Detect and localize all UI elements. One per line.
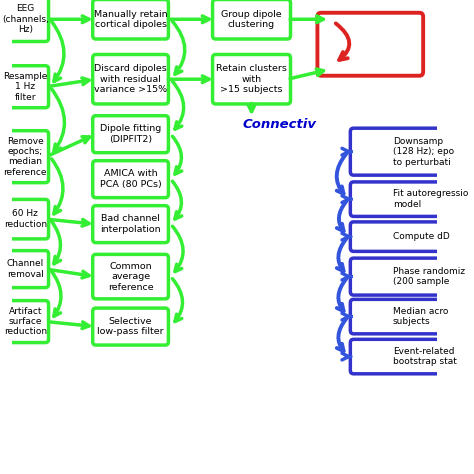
Text: Event-related
bootstrap stat: Event-related bootstrap stat — [392, 347, 456, 366]
FancyBboxPatch shape — [212, 55, 291, 104]
Text: 60 Hz
reduction: 60 Hz reduction — [4, 210, 47, 229]
Text: Phase randomiz
(200 sample: Phase randomiz (200 sample — [392, 267, 465, 286]
Text: Artifact
surface
reduction: Artifact surface reduction — [4, 307, 47, 337]
FancyBboxPatch shape — [93, 206, 168, 243]
Text: AMICA with
PCA (80 PCs): AMICA with PCA (80 PCs) — [100, 170, 162, 189]
Text: Retain clusters
with
>15 subjects: Retain clusters with >15 subjects — [216, 64, 287, 94]
Text: Group dipole
clustering: Group dipole clustering — [221, 9, 282, 29]
Text: Bad channel
interpolation: Bad channel interpolation — [100, 214, 161, 234]
Text: Common
average
reference: Common average reference — [108, 262, 154, 292]
FancyBboxPatch shape — [93, 116, 168, 153]
Text: Fit autoregressio
model: Fit autoregressio model — [392, 190, 468, 209]
FancyBboxPatch shape — [2, 251, 48, 288]
Text: Median acro
subjects: Median acro subjects — [392, 307, 448, 326]
Text: Manually retain
cortical dipoles: Manually retain cortical dipoles — [94, 9, 167, 29]
FancyBboxPatch shape — [93, 161, 168, 198]
FancyBboxPatch shape — [93, 308, 168, 345]
FancyBboxPatch shape — [93, 255, 168, 299]
FancyBboxPatch shape — [2, 66, 48, 108]
FancyBboxPatch shape — [93, 0, 168, 39]
FancyBboxPatch shape — [350, 128, 448, 175]
FancyBboxPatch shape — [2, 301, 48, 343]
FancyBboxPatch shape — [350, 182, 448, 217]
Text: Compute dD: Compute dD — [392, 232, 449, 241]
FancyBboxPatch shape — [350, 339, 448, 374]
Text: Remove
epochs;
median
reference: Remove epochs; median reference — [3, 137, 47, 177]
FancyBboxPatch shape — [2, 0, 48, 42]
FancyBboxPatch shape — [350, 300, 448, 334]
Text: Dipole fitting
(DIPFIT2): Dipole fitting (DIPFIT2) — [100, 125, 161, 144]
Text: Selective
low-pass filter: Selective low-pass filter — [97, 317, 164, 336]
FancyBboxPatch shape — [2, 131, 48, 182]
FancyBboxPatch shape — [318, 13, 423, 76]
FancyBboxPatch shape — [212, 0, 291, 39]
FancyBboxPatch shape — [350, 258, 448, 295]
Text: Resample
1 Hz
filter: Resample 1 Hz filter — [3, 72, 47, 101]
Text: EEG
(channels,
Hz): EEG (channels, Hz) — [2, 4, 49, 34]
FancyBboxPatch shape — [2, 200, 48, 239]
Text: Discard dipoles
with residual
variance >15%: Discard dipoles with residual variance >… — [94, 64, 167, 94]
Text: Connectiv: Connectiv — [243, 118, 317, 131]
FancyBboxPatch shape — [93, 55, 168, 104]
FancyBboxPatch shape — [350, 222, 448, 251]
Text: Downsamp
(128 Hz); epo
to perturbati: Downsamp (128 Hz); epo to perturbati — [392, 137, 454, 166]
Text: Channel
removal: Channel removal — [7, 259, 44, 279]
